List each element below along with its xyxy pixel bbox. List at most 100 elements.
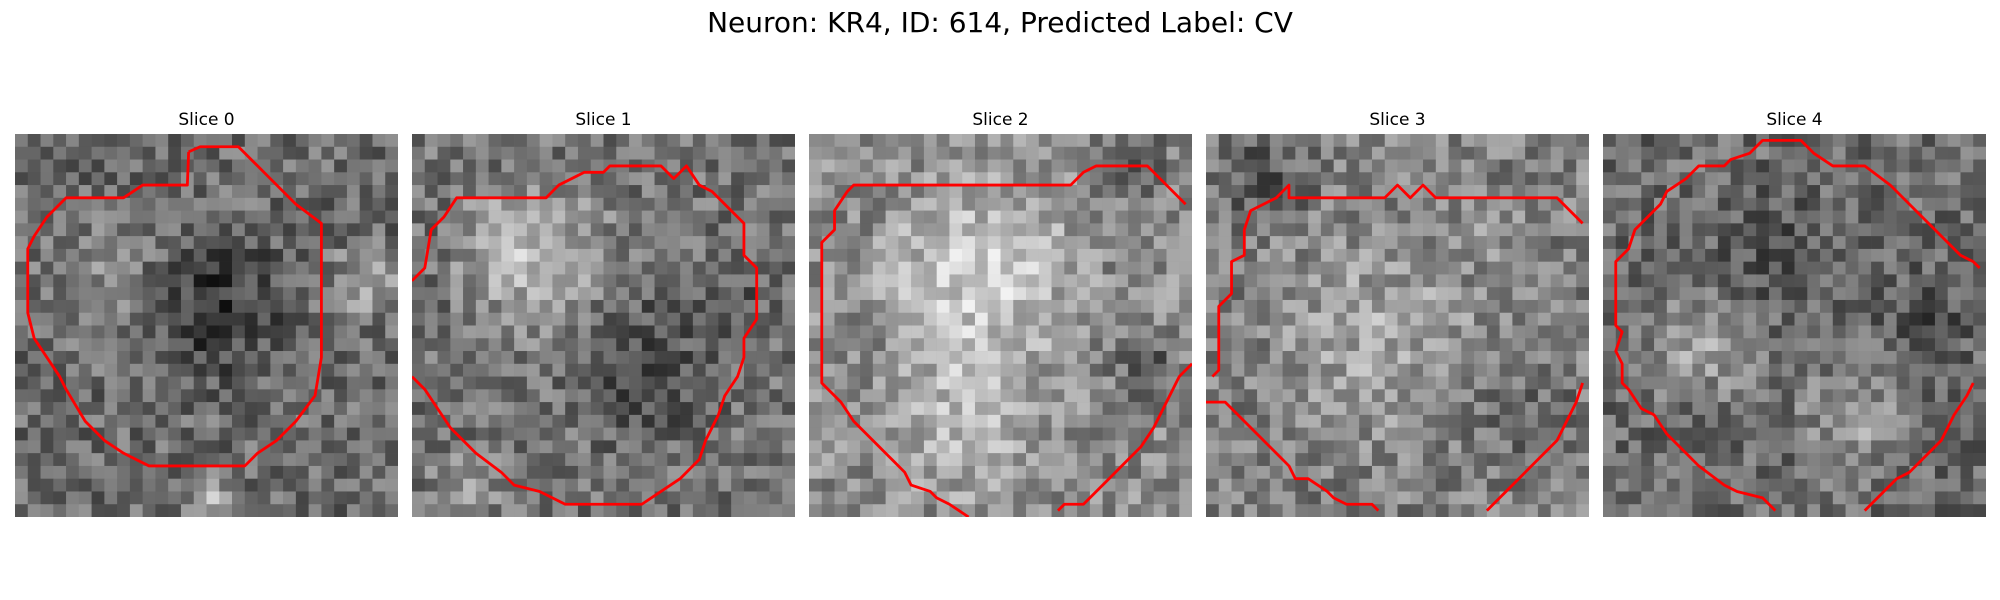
pixel xyxy=(1423,376,1437,390)
pixel xyxy=(206,338,220,352)
pixel xyxy=(1705,351,1719,365)
pixel xyxy=(463,338,477,352)
pixel xyxy=(321,287,335,301)
pixel xyxy=(667,325,681,339)
pixel xyxy=(244,414,258,428)
pixel xyxy=(809,274,823,288)
pixel xyxy=(731,338,745,352)
pixel xyxy=(821,414,835,428)
pixel xyxy=(603,376,617,390)
pixel xyxy=(308,427,322,441)
pixel xyxy=(514,261,528,275)
pixel xyxy=(1257,478,1271,492)
pixel xyxy=(1730,402,1744,416)
pixel xyxy=(1807,134,1821,148)
pixel xyxy=(923,338,937,352)
pixel xyxy=(1947,427,1961,441)
pixel xyxy=(283,299,297,313)
pixel xyxy=(1102,287,1116,301)
pixel xyxy=(155,338,169,352)
pixel xyxy=(1448,491,1462,505)
pixel xyxy=(372,159,386,173)
pixel xyxy=(949,159,963,173)
pixel xyxy=(27,440,41,454)
pixel xyxy=(424,134,438,148)
pixel xyxy=(552,440,566,454)
pixel xyxy=(1717,414,1731,428)
pixel xyxy=(731,453,745,467)
pixel xyxy=(1128,325,1142,339)
pixel xyxy=(1051,363,1065,377)
pixel xyxy=(1308,427,1322,441)
pixel xyxy=(1166,491,1180,505)
pixel xyxy=(936,325,950,339)
pixel xyxy=(1603,427,1617,441)
pixel xyxy=(1179,287,1192,301)
pixel xyxy=(168,159,182,173)
pixel xyxy=(1960,491,1974,505)
pixel xyxy=(1153,325,1167,339)
pixel xyxy=(1947,223,1961,237)
pixel xyxy=(1705,172,1719,186)
pixel xyxy=(898,134,912,148)
pixel xyxy=(1550,312,1564,326)
pixel xyxy=(412,210,426,224)
pixel xyxy=(1679,159,1693,173)
pixel xyxy=(1026,146,1040,160)
pixel xyxy=(321,504,335,517)
pixel xyxy=(1717,223,1731,237)
pixel xyxy=(1768,465,1782,479)
pixel xyxy=(78,197,92,211)
pixel xyxy=(885,363,899,377)
pixel xyxy=(1717,172,1731,186)
slice-image-2 xyxy=(809,134,1192,517)
pixel xyxy=(987,159,1001,173)
pixel xyxy=(1397,427,1411,441)
pixel xyxy=(1628,197,1642,211)
pixel xyxy=(923,248,937,262)
pixel xyxy=(590,363,604,377)
pixel xyxy=(104,491,118,505)
pixel xyxy=(1333,172,1347,186)
pixel xyxy=(526,440,540,454)
pixel xyxy=(1179,414,1192,428)
pixel xyxy=(1423,363,1437,377)
pixel xyxy=(142,389,156,403)
pixel xyxy=(1550,338,1564,352)
pixel xyxy=(1896,491,1910,505)
pixel xyxy=(283,146,297,160)
pixel xyxy=(1244,236,1258,250)
pixel xyxy=(27,197,41,211)
pixel xyxy=(1320,504,1334,517)
pixel xyxy=(1179,325,1192,339)
pixel xyxy=(1102,261,1116,275)
pixel xyxy=(1102,363,1116,377)
pixel xyxy=(270,351,284,365)
pixel xyxy=(603,236,617,250)
pixel xyxy=(1768,299,1782,313)
pixel xyxy=(15,274,29,288)
pixel xyxy=(155,261,169,275)
pixel xyxy=(1397,491,1411,505)
pixel xyxy=(1218,491,1232,505)
pixel xyxy=(565,363,579,377)
pixel xyxy=(437,478,451,492)
slice-image-svg-4 xyxy=(1603,134,1986,517)
pixel xyxy=(1320,325,1334,339)
pixel xyxy=(834,465,848,479)
pixel xyxy=(1026,389,1040,403)
pixel xyxy=(654,197,668,211)
pixel xyxy=(1871,402,1885,416)
pixel xyxy=(1077,261,1091,275)
pixel xyxy=(756,465,770,479)
pixel xyxy=(1448,414,1462,428)
pixel xyxy=(1269,402,1283,416)
pixel xyxy=(1397,453,1411,467)
pixel xyxy=(936,414,950,428)
pixel xyxy=(1448,287,1462,301)
pixel xyxy=(590,261,604,275)
pixel xyxy=(501,504,515,517)
pixel xyxy=(1883,159,1897,173)
pixel xyxy=(219,312,233,326)
pixel xyxy=(1768,478,1782,492)
